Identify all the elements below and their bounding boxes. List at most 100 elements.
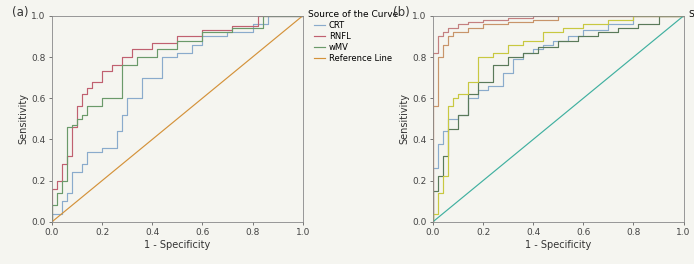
CRT [248, 22, 257, 26]
FAZ [519, 39, 527, 42]
ONH-wPD [534, 51, 543, 54]
SRCP-wPD [444, 117, 452, 120]
ONH-wPD [454, 128, 462, 131]
CRT [158, 76, 167, 79]
RPCP-wPD [479, 27, 487, 30]
SRCP-wPD [679, 14, 688, 17]
RNFL [148, 41, 156, 44]
RNFL [78, 92, 86, 96]
DRCP-wPD [529, 16, 537, 20]
RNFL [198, 29, 207, 32]
RNFL [228, 29, 237, 32]
RNFL [63, 154, 71, 157]
RNFL [48, 187, 56, 190]
ONH-wPD [519, 55, 527, 59]
wMV [298, 14, 307, 17]
SRCP-wPD [539, 47, 548, 50]
FAZ [604, 18, 613, 22]
RNFL [73, 125, 81, 129]
wMV [198, 31, 207, 34]
CRT [78, 163, 86, 166]
X-axis label: 1 - Specificity: 1 - Specificity [144, 240, 210, 250]
DRCP-wPD [479, 20, 487, 23]
ONH-wPD [474, 80, 482, 83]
ONH-wPD [594, 35, 602, 38]
CRT [123, 97, 131, 100]
wMV [118, 97, 126, 100]
RPCP-wPD [479, 22, 487, 26]
ONH-wPD [634, 22, 643, 26]
FAZ [444, 105, 452, 108]
RPCP-wPD [449, 35, 457, 38]
wMV [48, 204, 56, 207]
ONH-wPD [434, 175, 442, 178]
SRCP-wPD [529, 47, 537, 50]
RNFL [298, 14, 307, 17]
DRCP-wPD [444, 27, 452, 30]
CRT [83, 163, 92, 166]
Line: DRCP-wPD: DRCP-wPD [433, 16, 684, 222]
FAZ [434, 212, 442, 215]
ONH-wPD [504, 55, 512, 59]
ONH-wPD [634, 27, 643, 30]
FAZ [629, 18, 638, 22]
wMV [133, 55, 142, 59]
SRCP-wPD [439, 130, 447, 133]
wMV [83, 113, 92, 116]
wMV [153, 55, 162, 59]
ONH-wPD [444, 128, 452, 131]
RNFL [253, 14, 262, 17]
wMV [68, 125, 76, 129]
wMV [174, 39, 182, 42]
Line: CRT: CRT [52, 16, 303, 222]
SRCP-wPD [464, 113, 472, 116]
DRCP-wPD [464, 20, 472, 23]
CRT [198, 43, 207, 46]
RNFL [128, 47, 137, 50]
RNFL [63, 163, 71, 166]
RPCP-wPD [439, 43, 447, 46]
CRT [264, 14, 272, 17]
SRCP-wPD [519, 58, 527, 61]
DRCP-wPD [504, 16, 512, 20]
SRCP-wPD [629, 14, 638, 17]
ONH-wPD [594, 31, 602, 34]
FAZ [449, 105, 457, 108]
DRCP-wPD [529, 14, 537, 17]
Legend: CRT, RNFL, wMV, Reference Line: CRT, RNFL, wMV, Reference Line [307, 10, 398, 63]
FAZ [654, 14, 663, 17]
RNFL [118, 64, 126, 67]
wMV [98, 97, 106, 100]
DRCP-wPD [504, 18, 512, 22]
SRCP-wPD [434, 167, 442, 170]
CRT [174, 51, 182, 54]
Line: wMV: wMV [52, 16, 303, 222]
RPCP-wPD [429, 105, 437, 108]
CRT [264, 22, 272, 26]
ONH-wPD [489, 64, 498, 67]
wMV [73, 117, 81, 120]
CRT [98, 150, 106, 153]
RPCP-wPD [679, 14, 688, 17]
SRCP-wPD [499, 72, 507, 75]
X-axis label: 1 - Specificity: 1 - Specificity [525, 240, 591, 250]
SRCP-wPD [454, 113, 462, 116]
FAZ [439, 175, 447, 178]
RPCP-wPD [464, 31, 472, 34]
DRCP-wPD [439, 35, 447, 38]
wMV [58, 179, 66, 182]
SRCP-wPD [509, 72, 517, 75]
wMV [153, 47, 162, 50]
RPCP-wPD [434, 55, 442, 59]
RNFL [53, 187, 61, 190]
RNFL [88, 86, 96, 89]
SRCP-wPD [454, 117, 462, 120]
Line: ONH-wPD: ONH-wPD [433, 16, 684, 222]
ONH-wPD [429, 189, 437, 192]
SRCP-wPD [474, 88, 482, 92]
SRCP-wPD [439, 142, 447, 145]
FAZ [519, 43, 527, 46]
FAZ [559, 27, 568, 30]
RNFL [198, 35, 207, 38]
wMV [53, 204, 61, 207]
